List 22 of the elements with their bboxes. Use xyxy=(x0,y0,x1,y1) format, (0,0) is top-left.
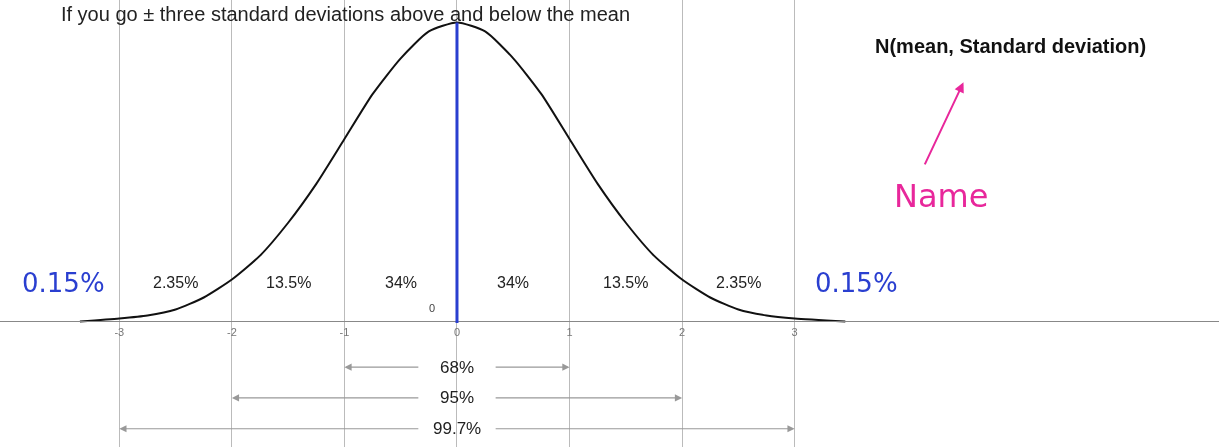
chart-title: If you go ± three standard deviations above and below the mean xyxy=(60,2,631,25)
annotation: 34% xyxy=(497,274,530,291)
x-tick-label: 2 xyxy=(679,325,686,338)
text: 95% xyxy=(440,388,475,407)
annotation: 13.5% xyxy=(266,274,312,291)
annotation: 0.15% xyxy=(815,268,898,298)
annotation: 13.5% xyxy=(603,274,649,291)
annotation: 0 xyxy=(429,302,436,314)
text: 99.7% xyxy=(433,419,482,438)
x-tick-label: -1 xyxy=(339,325,350,338)
text: 68% xyxy=(440,358,475,377)
annotation: N(mean, Standard deviation) xyxy=(875,35,1147,57)
x-tick-label: 3 xyxy=(791,325,798,338)
x-tick-label: 1 xyxy=(566,325,573,338)
x-tick-label: -2 xyxy=(226,325,237,338)
annotation: 34% xyxy=(385,274,418,291)
annotation: 2.35% xyxy=(716,274,762,291)
x-tick-label: 0 xyxy=(453,325,461,338)
annotation: Name xyxy=(894,177,989,215)
annotation: 0.15% xyxy=(22,268,105,298)
x-tick-label: -3 xyxy=(114,325,125,338)
annotation: 2.35% xyxy=(153,274,199,291)
